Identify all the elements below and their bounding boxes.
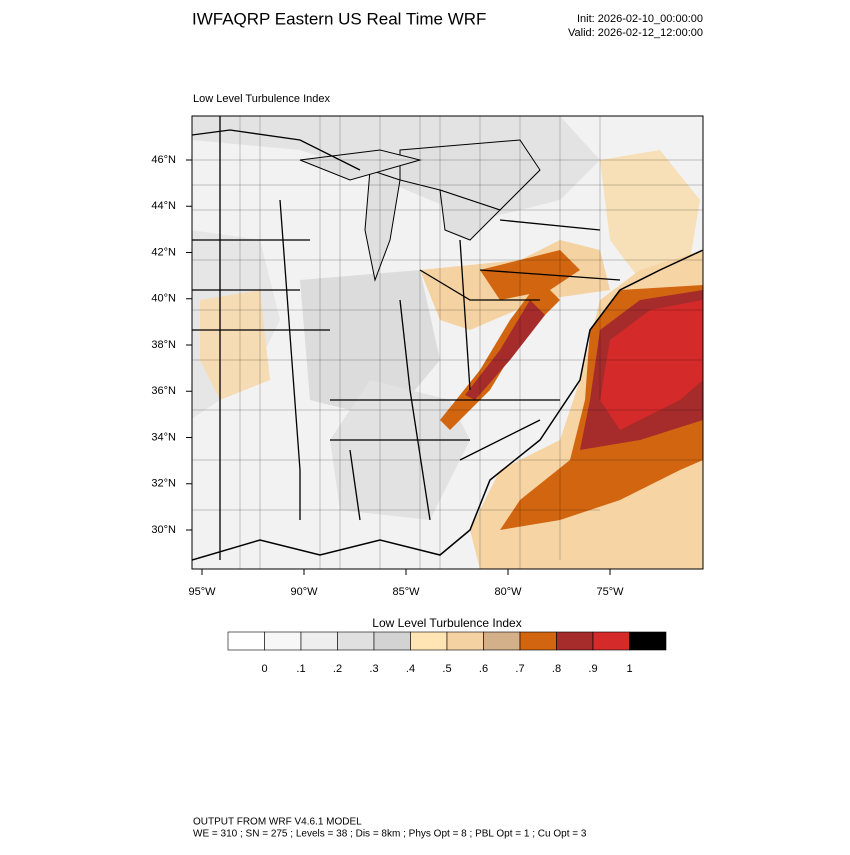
- lat-label: 38°N: [151, 339, 176, 351]
- colorbar: 0 .1 .2 .3 .4 .5 .6 .7 .8 .9 1: [227, 631, 667, 675]
- lat-label: 40°N: [151, 293, 176, 305]
- lat-label: 42°N: [151, 246, 176, 258]
- lat-label: 34°N: [151, 431, 176, 443]
- colorbar-label: .4: [406, 663, 415, 675]
- colorbar-label: .7: [515, 663, 524, 675]
- colorbar-box: [264, 631, 302, 651]
- colorbar-label: 1: [626, 663, 632, 675]
- colorbar-label: .6: [479, 663, 488, 675]
- map-frame: [191, 115, 704, 570]
- colorbar-box: [519, 631, 557, 651]
- colorbar-label: .2: [333, 663, 342, 675]
- colorbar-box: [556, 631, 594, 651]
- valid-time: Valid: 2026-02-12_12:00:00: [568, 27, 703, 39]
- lon-label: 75°W: [596, 586, 624, 598]
- colorbar-label: .1: [296, 663, 305, 675]
- colorbar-label: 0: [261, 663, 267, 675]
- colorbar-box: [483, 631, 521, 651]
- colorbar-box: [300, 631, 338, 651]
- colorbar-box: [373, 631, 411, 651]
- colorbar-label: .3: [369, 663, 378, 675]
- colorbar-box: [629, 631, 667, 651]
- lat-label: 44°N: [151, 200, 176, 212]
- lon-label: 95°W: [188, 586, 216, 598]
- footer-line: OUTPUT FROM WRF V4.6.1 MODEL: [193, 817, 362, 828]
- colorbar-box: [337, 631, 375, 651]
- colorbar-box: [446, 631, 484, 651]
- colorbar-box: [592, 631, 630, 651]
- title: IWFAQRP Eastern US Real Time WRF: [192, 9, 486, 28]
- colorbar-title: Low Level Turbulence Index: [372, 616, 521, 630]
- init-time: Init: 2026-02-10_00:00:00: [577, 13, 703, 25]
- colorbar-label: .9: [588, 663, 597, 675]
- colorbar-box: [227, 631, 265, 651]
- lat-label: 32°N: [151, 478, 176, 490]
- map: [192, 116, 703, 569]
- lon-label: 80°W: [494, 586, 522, 598]
- map-axes: 46°N 44°N 42°N 40°N 38°N 36°N 34°N 32°N 30°N 95°W…: [151, 154, 624, 598]
- colorbar-label: .5: [442, 663, 451, 675]
- colorbar-label: .8: [552, 663, 561, 675]
- colorbar-box: [410, 631, 448, 651]
- lat-label: 36°N: [151, 385, 176, 397]
- lat-label: 46°N: [151, 154, 176, 166]
- footer-line: WE = 310 ; SN = 275 ; Levels = 38 ; Dis …: [193, 829, 587, 840]
- lat-label: 30°N: [151, 524, 176, 536]
- lon-label: 85°W: [392, 586, 420, 598]
- map-subtitle: Low Level Turbulence Index: [193, 93, 330, 105]
- lon-label: 90°W: [290, 586, 318, 598]
